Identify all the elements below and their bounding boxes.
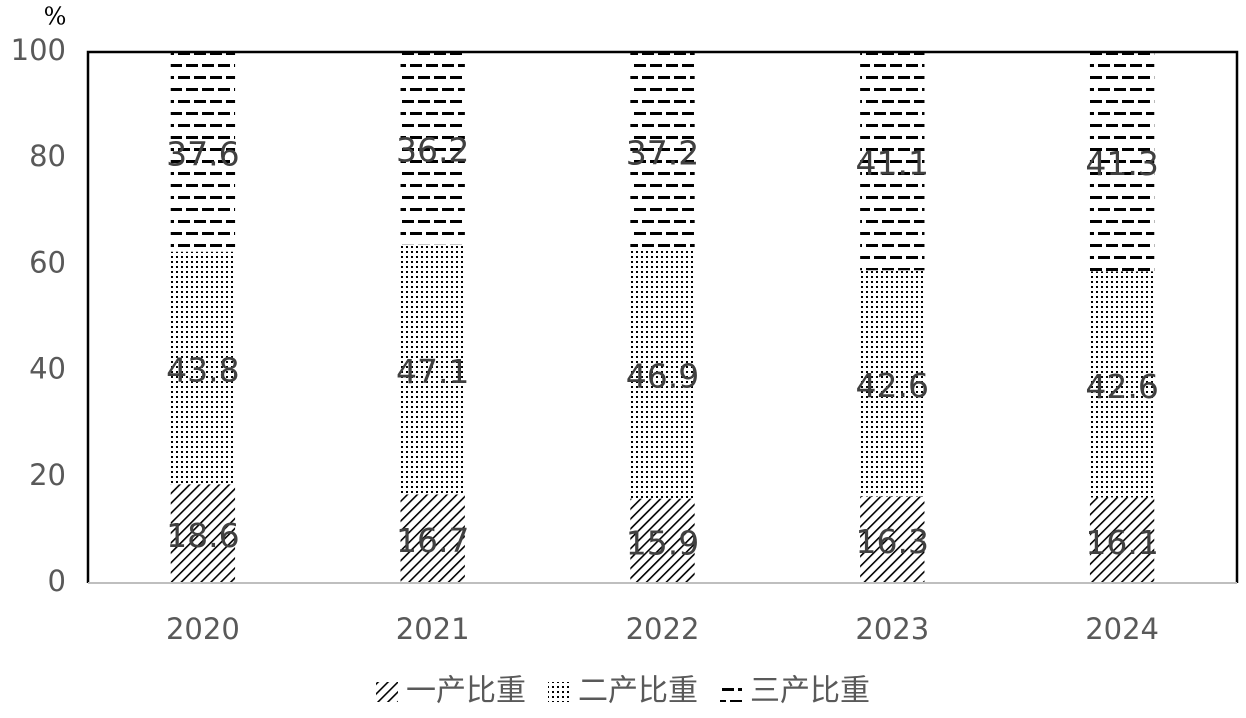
value-label: 42.6 [1085, 367, 1158, 406]
bar-segment [1089, 497, 1155, 583]
value-label: 43.8 [166, 350, 239, 389]
bar-segment [860, 270, 925, 497]
value-label: 16.3 [856, 522, 929, 561]
plot-frame [86, 50, 1239, 583]
bar-segment [170, 251, 236, 485]
value-label: 37.2 [626, 133, 699, 172]
y-axis-label: % [44, 3, 67, 31]
value-label: 16.1 [1085, 523, 1158, 562]
value-label: 41.3 [1085, 144, 1158, 183]
y-tick-label: 40 [29, 352, 66, 386]
x-tick-label: 2021 [396, 612, 470, 646]
legend-label: 三产比重 [750, 674, 870, 709]
value-label: 15.9 [626, 523, 699, 562]
x-tick-label: 2020 [166, 612, 240, 646]
legend: 一产比重 二产比重 三产比重 [376, 674, 870, 709]
bar-segment [170, 484, 236, 583]
legend-swatch [720, 682, 742, 702]
value-label: 16.7 [396, 521, 469, 560]
bar-segment [1089, 52, 1155, 272]
bar-segment [630, 52, 695, 250]
bar-segment [860, 496, 925, 583]
legend-label: 一产比重 [406, 674, 526, 709]
legend-label: 二产比重 [578, 674, 698, 709]
y-tick-label: 60 [29, 245, 66, 279]
bar-segment [1089, 271, 1155, 498]
x-tick-label: 2023 [855, 612, 929, 646]
legend-swatch [548, 682, 570, 702]
bar-segment [170, 52, 236, 252]
bar-segment [630, 249, 695, 499]
bar-segment [400, 244, 465, 495]
value-label: 42.6 [856, 366, 929, 405]
value-label: 37.6 [166, 134, 239, 173]
value-label: 36.2 [396, 131, 469, 170]
x-tick-label: 2022 [626, 612, 700, 646]
value-label: 46.9 [626, 357, 699, 396]
y-tick-label: 20 [29, 458, 66, 492]
bar-segment [400, 52, 465, 245]
value-label: 41.1 [856, 144, 929, 183]
legend-swatch [376, 682, 398, 702]
bar-segment [630, 498, 695, 583]
x-tick-label: 2024 [1085, 612, 1159, 646]
value-label: 47.1 [396, 352, 469, 391]
bar-segment [400, 494, 465, 583]
y-tick-label: 0 [48, 564, 66, 598]
bar-segment [860, 52, 925, 271]
value-label: 18.6 [166, 516, 239, 555]
y-tick-label: 80 [29, 139, 66, 173]
y-tick-label: 100 [11, 33, 66, 67]
